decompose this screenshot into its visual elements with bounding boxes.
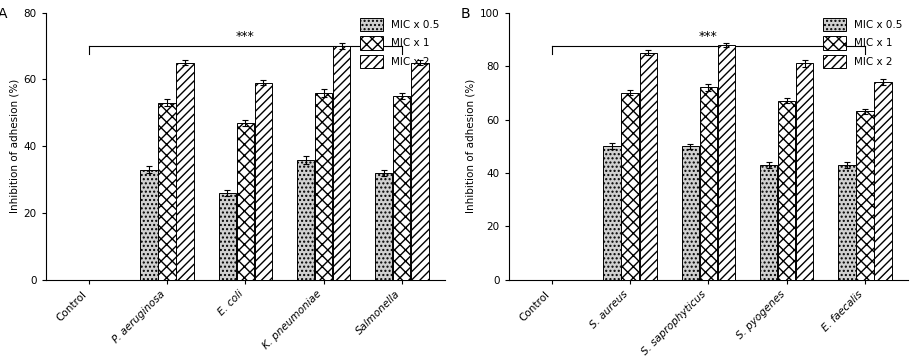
Bar <box>604 146 620 280</box>
Bar <box>237 123 253 280</box>
Text: ***: *** <box>236 30 254 43</box>
Bar <box>375 173 393 280</box>
Bar <box>333 46 350 280</box>
Bar <box>838 165 856 280</box>
Bar <box>621 93 639 280</box>
Bar <box>796 63 813 280</box>
Bar <box>856 111 874 280</box>
Y-axis label: Inhibition of adhesion (%): Inhibition of adhesion (%) <box>9 79 19 213</box>
Bar <box>640 53 657 280</box>
Bar <box>682 146 699 280</box>
Y-axis label: Inhibition of adhesion (%): Inhibition of adhesion (%) <box>466 79 476 213</box>
Bar <box>717 45 735 280</box>
Legend: MIC x 0.5, MIC x 1, MIC x 2: MIC x 0.5, MIC x 1, MIC x 2 <box>356 13 444 72</box>
Bar <box>315 93 332 280</box>
Bar <box>219 193 236 280</box>
Text: A: A <box>0 7 7 21</box>
Bar <box>393 96 411 280</box>
Bar <box>412 63 428 280</box>
Bar <box>158 103 176 280</box>
Bar <box>760 165 777 280</box>
Legend: MIC x 0.5, MIC x 1, MIC x 2: MIC x 0.5, MIC x 1, MIC x 2 <box>819 13 907 72</box>
Bar <box>700 87 717 280</box>
Text: B: B <box>461 7 470 21</box>
Bar <box>875 82 891 280</box>
Bar <box>778 101 795 280</box>
Text: ***: *** <box>699 30 717 43</box>
Bar <box>140 170 157 280</box>
Bar <box>177 63 194 280</box>
Bar <box>254 83 272 280</box>
Bar <box>297 160 314 280</box>
